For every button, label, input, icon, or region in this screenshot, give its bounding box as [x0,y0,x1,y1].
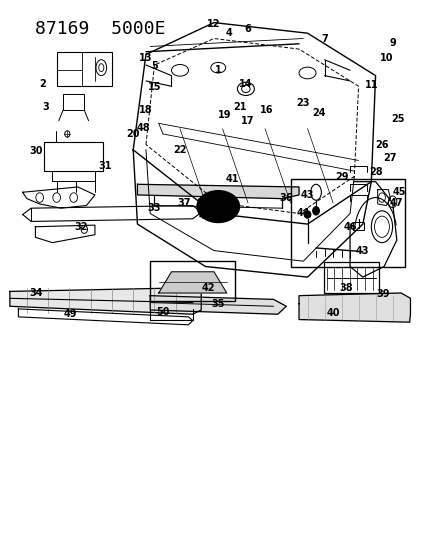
Text: 41: 41 [226,174,239,184]
Text: 8: 8 [196,198,203,208]
Text: 43: 43 [301,190,314,200]
Text: 45: 45 [392,187,406,197]
Bar [56,52,112,86]
Text: 5: 5 [151,61,158,71]
Text: 12: 12 [207,19,221,29]
Text: 33: 33 [148,203,161,213]
Text: 22: 22 [173,145,187,155]
Text: 14: 14 [239,78,253,88]
Text: 29: 29 [335,172,348,182]
Text: 30: 30 [30,146,43,156]
Text: 20: 20 [126,129,140,139]
Text: 18: 18 [139,105,153,115]
Polygon shape [159,272,227,293]
Text: 23: 23 [297,98,310,108]
Bar [150,261,235,301]
Bar [52,171,95,181]
Bar [291,179,405,266]
Text: 34: 34 [30,288,43,298]
Ellipse shape [312,207,319,215]
Text: 31: 31 [99,161,112,171]
Text: 87169  5000E: 87169 5000E [36,20,166,38]
Text: 9: 9 [389,38,396,48]
Polygon shape [150,296,286,314]
Text: 42: 42 [199,211,212,221]
Text: 50: 50 [156,306,170,317]
Text: 46: 46 [343,222,357,232]
Text: 21: 21 [233,102,246,112]
Text: 17: 17 [241,116,255,126]
Text: 10: 10 [380,53,393,63]
Text: 44: 44 [297,208,310,219]
Text: 15: 15 [148,82,161,92]
Text: 38: 38 [340,282,354,293]
Text: 32: 32 [74,222,88,232]
Polygon shape [137,184,299,199]
Text: 16: 16 [260,105,274,115]
Text: 35: 35 [211,298,225,309]
Text: 28: 28 [369,167,382,177]
Ellipse shape [304,211,311,218]
Bar [63,94,84,110]
Text: 2: 2 [40,78,46,88]
Bar [324,262,379,293]
Text: 42: 42 [202,282,215,293]
Text: 37: 37 [178,198,191,208]
Polygon shape [299,293,410,322]
Bar [353,222,364,230]
Text: 27: 27 [383,153,396,163]
Ellipse shape [197,191,240,222]
Text: 39: 39 [377,289,390,299]
Text: 3: 3 [43,102,49,112]
Polygon shape [10,288,201,314]
Text: 48: 48 [136,123,150,133]
Text: 36: 36 [279,192,293,203]
Text: 1: 1 [215,66,222,75]
Text: 11: 11 [365,79,378,90]
Text: 24: 24 [313,108,326,118]
Text: 26: 26 [375,140,389,150]
Text: 25: 25 [391,114,404,124]
Text: 7: 7 [321,34,328,44]
Text: 4: 4 [226,28,232,38]
Text: 47: 47 [389,198,403,208]
Text: 49: 49 [63,309,77,319]
Text: 40: 40 [326,308,340,318]
Text: 43: 43 [356,246,369,256]
Text: 13: 13 [139,53,153,63]
Text: 19: 19 [218,110,232,120]
Text: 6: 6 [245,24,251,34]
Bar [44,142,104,171]
